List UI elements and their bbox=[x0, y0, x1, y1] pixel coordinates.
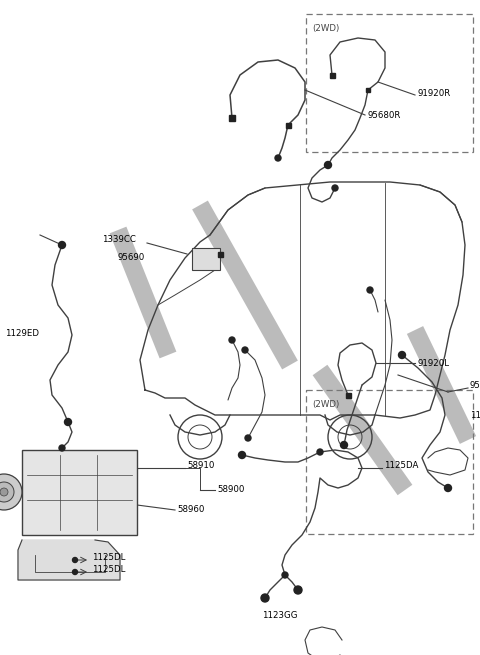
Circle shape bbox=[282, 572, 288, 578]
Bar bbox=[217, 252, 223, 257]
Bar bbox=[286, 122, 290, 128]
Circle shape bbox=[444, 485, 452, 491]
Text: 1125DL: 1125DL bbox=[92, 553, 125, 561]
Bar bbox=[329, 73, 335, 77]
Circle shape bbox=[340, 441, 348, 449]
Circle shape bbox=[59, 242, 65, 248]
Circle shape bbox=[0, 482, 14, 502]
Text: 58910: 58910 bbox=[187, 460, 215, 470]
Circle shape bbox=[0, 474, 22, 510]
Circle shape bbox=[72, 569, 77, 574]
Circle shape bbox=[324, 162, 332, 168]
Circle shape bbox=[229, 337, 235, 343]
Circle shape bbox=[242, 347, 248, 353]
Circle shape bbox=[0, 488, 8, 496]
Text: 1339CC: 1339CC bbox=[102, 236, 136, 244]
Text: 58900: 58900 bbox=[217, 485, 244, 495]
Bar bbox=[346, 392, 350, 398]
Circle shape bbox=[332, 185, 338, 191]
Bar bbox=[192, 248, 220, 270]
Circle shape bbox=[294, 586, 302, 594]
Circle shape bbox=[59, 445, 65, 451]
Text: 1125DL: 1125DL bbox=[92, 565, 125, 574]
Circle shape bbox=[72, 557, 77, 563]
Text: 95690: 95690 bbox=[117, 253, 144, 263]
Bar bbox=[306, 14, 473, 152]
Circle shape bbox=[367, 287, 373, 293]
Bar bbox=[366, 88, 370, 92]
Text: 1123GG: 1123GG bbox=[262, 610, 298, 620]
Text: 1129ED: 1129ED bbox=[5, 329, 39, 337]
Text: (2WD): (2WD) bbox=[312, 400, 339, 409]
Text: 58960: 58960 bbox=[177, 506, 204, 514]
Circle shape bbox=[275, 155, 281, 161]
Circle shape bbox=[64, 419, 72, 426]
Text: 1125DL: 1125DL bbox=[470, 411, 480, 419]
Text: 1125DA: 1125DA bbox=[384, 460, 419, 470]
Circle shape bbox=[317, 449, 323, 455]
Bar bbox=[229, 115, 235, 121]
Circle shape bbox=[261, 594, 269, 602]
Text: 91920R: 91920R bbox=[417, 88, 450, 98]
Circle shape bbox=[245, 435, 251, 441]
Text: 91920L: 91920L bbox=[417, 358, 449, 367]
Bar bbox=[306, 390, 473, 534]
Text: 95680L: 95680L bbox=[470, 381, 480, 390]
Bar bbox=[22, 450, 137, 535]
Circle shape bbox=[398, 352, 406, 358]
Text: (2WD): (2WD) bbox=[312, 24, 339, 33]
Polygon shape bbox=[18, 540, 120, 580]
Circle shape bbox=[239, 451, 245, 458]
Text: 95680R: 95680R bbox=[367, 111, 400, 119]
